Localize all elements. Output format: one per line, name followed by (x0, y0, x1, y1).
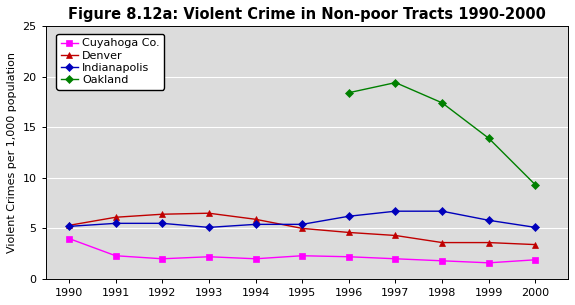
Line: Cuyahoga Co.: Cuyahoga Co. (66, 236, 538, 266)
Line: Denver: Denver (66, 210, 538, 247)
Indianapolis (252, 223, 259, 226)
Indianapolis (299, 223, 306, 226)
Denver (392, 234, 399, 237)
Denver (485, 241, 492, 244)
Legend: Cuyahoga Co., Denver, Indianapolis, Oakland: Cuyahoga Co., Denver, Indianapolis, Oakl… (56, 34, 164, 90)
Denver (159, 212, 166, 216)
Indianapolis (346, 214, 352, 218)
Denver (205, 211, 212, 215)
Denver (439, 241, 446, 244)
Oakland (439, 101, 446, 105)
Indianapolis (532, 226, 539, 229)
Cuyahoga Co. (66, 237, 72, 240)
Line: Indianapolis: Indianapolis (66, 208, 538, 230)
Oakland (346, 91, 352, 95)
Oakland (485, 136, 492, 140)
Title: Figure 8.12a: Violent Crime in Non-poor Tracts 1990-2000: Figure 8.12a: Violent Crime in Non-poor … (68, 7, 546, 22)
Cuyahoga Co. (112, 254, 119, 257)
Cuyahoga Co. (346, 255, 352, 259)
Cuyahoga Co. (532, 258, 539, 262)
Y-axis label: Violent Crimes per 1,000 population: Violent Crimes per 1,000 population (7, 52, 17, 253)
Denver (532, 243, 539, 246)
Cuyahoga Co. (392, 257, 399, 260)
Indianapolis (439, 209, 446, 213)
Denver (112, 215, 119, 219)
Indianapolis (66, 224, 72, 228)
Oakland (392, 81, 399, 84)
Denver (299, 227, 306, 230)
Indianapolis (205, 226, 212, 229)
Cuyahoga Co. (485, 261, 492, 265)
Oakland (532, 183, 539, 187)
Cuyahoga Co. (205, 255, 212, 259)
Indianapolis (485, 218, 492, 222)
Denver (252, 217, 259, 221)
Denver (66, 224, 72, 227)
Cuyahoga Co. (252, 257, 259, 260)
Indianapolis (159, 221, 166, 225)
Cuyahoga Co. (159, 257, 166, 260)
Cuyahoga Co. (439, 259, 446, 263)
Cuyahoga Co. (299, 254, 306, 257)
Denver (346, 231, 352, 234)
Indianapolis (392, 209, 399, 213)
Indianapolis (112, 221, 119, 225)
Line: Oakland: Oakland (346, 80, 538, 188)
